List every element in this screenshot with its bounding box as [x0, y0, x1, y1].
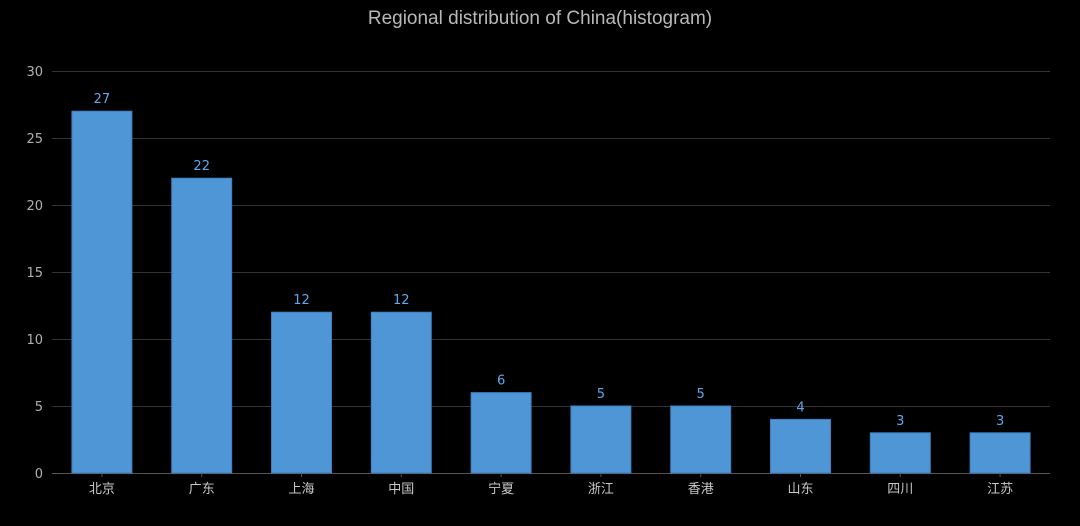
x-tick-label: 北京: [89, 482, 115, 497]
bar: [171, 177, 233, 474]
x-tick-label: 浙江: [588, 482, 614, 497]
y-tick-label: 5: [35, 400, 43, 415]
data-label: 5: [597, 387, 605, 402]
y-tick-label: 25: [26, 132, 43, 147]
bar: [969, 432, 1031, 474]
data-label: 27: [94, 92, 111, 107]
x-tick-label: 香港: [688, 482, 714, 497]
data-label: 12: [293, 293, 310, 308]
bar: [271, 311, 332, 474]
x-tick-label: 宁夏: [488, 481, 514, 497]
bar: [670, 405, 732, 474]
y-tick-label: 30: [26, 65, 43, 80]
x-tick-label: 江苏: [987, 481, 1013, 497]
bar: [370, 311, 432, 474]
x-tick-label: 山东: [787, 482, 813, 497]
bar: [470, 392, 532, 474]
data-label: 5: [697, 387, 705, 402]
data-label: 4: [796, 400, 804, 415]
bar: [770, 418, 831, 474]
x-tick-label: 中国: [388, 482, 414, 497]
chart-title: Regional distribution of China(histogram…: [367, 8, 713, 29]
x-tick-label: 广东: [189, 482, 215, 497]
data-label: 3: [996, 414, 1004, 429]
y-tick-label: 15: [26, 266, 43, 281]
bar: [71, 110, 133, 474]
data-label: 6: [497, 374, 505, 389]
y-tick-label: 10: [26, 333, 43, 348]
y-tick-label: 0: [35, 467, 43, 482]
data-label: 3: [896, 414, 904, 429]
data-label: 12: [393, 293, 410, 308]
data-label: 22: [193, 159, 210, 174]
y-tick-label: 20: [26, 199, 43, 214]
bar: [570, 405, 632, 474]
x-tick-label: 四川: [887, 482, 913, 497]
x-tick-label: 上海: [288, 482, 314, 497]
bar: [869, 432, 931, 474]
